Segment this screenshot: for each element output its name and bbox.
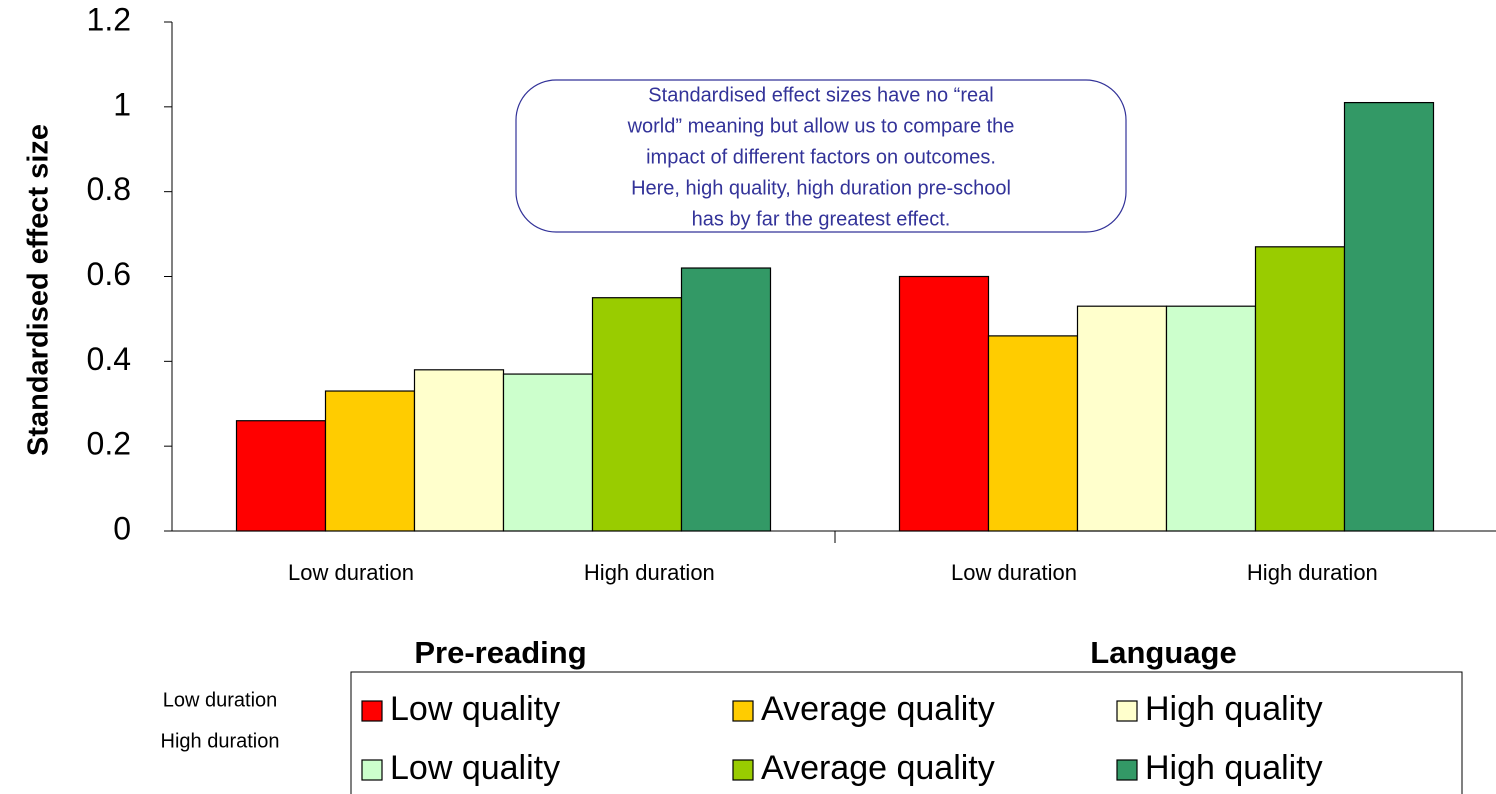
bar	[1254, 246, 1346, 532]
y-tick-label: 0.4	[87, 341, 131, 377]
legend-swatch	[1116, 700, 1138, 722]
legend-label: Low quality	[390, 690, 560, 728]
legend-row-label: Low duration	[163, 689, 278, 711]
y-tick-label: 0	[113, 510, 131, 546]
x-category-label: Pre-reading	[414, 635, 586, 670]
bar	[1076, 305, 1168, 532]
y-tick-label: 1	[113, 86, 131, 122]
annotation-text: has by far the greatest effect.	[692, 208, 951, 230]
y-axis-label: Standardised effect size	[23, 124, 55, 456]
legend-label: Average quality	[761, 749, 995, 787]
bar	[591, 297, 683, 532]
annotation-text: Standardised effect sizes have no “real	[648, 84, 993, 106]
y-tick-label: 0.8	[87, 171, 131, 207]
annotation-box	[515, 79, 1127, 233]
legend-swatch	[732, 759, 754, 781]
bar	[235, 420, 327, 532]
legend-label: Average quality	[761, 690, 995, 728]
x-subcategory-label: High duration	[1247, 560, 1378, 585]
bar	[1343, 101, 1435, 532]
annotation-text: Here, high quality, high duration pre-sc…	[631, 177, 1011, 199]
annotation-text: impact of different factors on outcomes.	[646, 146, 996, 168]
x-subcategory-label: High duration	[584, 560, 715, 585]
legend-box	[350, 671, 1463, 794]
y-tick-label: 0.6	[87, 256, 131, 292]
bar	[502, 373, 594, 532]
bar	[680, 267, 772, 532]
legend-row-label: High duration	[161, 730, 280, 752]
x-subcategory-label: Low duration	[951, 560, 1077, 585]
legend-swatch	[361, 700, 383, 722]
x-category-label: Language	[1090, 635, 1236, 670]
legend-label: High quality	[1145, 690, 1323, 728]
legend-swatch	[1116, 759, 1138, 781]
x-subcategory-label: Low duration	[288, 560, 414, 585]
y-tick-label: 0.2	[87, 426, 131, 462]
bar	[898, 275, 990, 532]
bar	[987, 335, 1079, 532]
annotation-text: world” meaning but allow us to compare t…	[627, 115, 1015, 137]
legend-label: High quality	[1145, 749, 1323, 787]
legend-swatch	[361, 759, 383, 781]
bar	[1165, 305, 1257, 532]
bar	[413, 369, 505, 532]
legend-swatch	[732, 700, 754, 722]
bar	[324, 390, 416, 532]
legend-label: Low quality	[390, 749, 560, 787]
y-tick-label: 1.2	[87, 1, 131, 37]
